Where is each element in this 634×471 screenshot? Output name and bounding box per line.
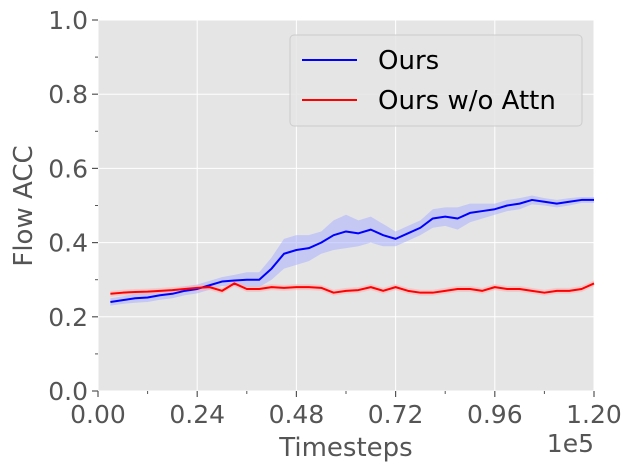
x-tick-label: 0.48: [269, 400, 325, 429]
x-tick-labels: 0.00 0.24 0.48 0.72 0.96 1.20: [70, 400, 622, 429]
x-tick-label: 1.20: [566, 400, 622, 429]
axis-ticks: [92, 19, 595, 397]
line-ours-w-o-attn: [110, 282, 595, 295]
x-tick-label: 0.72: [368, 400, 424, 429]
series-lines: [110, 198, 595, 303]
x-tick-label: 0.24: [169, 400, 225, 429]
legend-box: [289, 34, 583, 127]
y-tick-labels: 0.0 0.2 0.4 0.6 0.8 1.0: [48, 6, 88, 406]
x-tick-label: 0.00: [70, 400, 126, 429]
legend: Ours Ours w/o Attn: [289, 34, 583, 127]
x-offset-label: 1e5: [547, 429, 594, 458]
y-tick-label: 0.2: [48, 303, 88, 332]
band-ours: [110, 195, 595, 306]
legend-label-ours-wo-attn: Ours w/o Attn: [378, 86, 556, 116]
y-tick-label: 0.8: [48, 80, 88, 109]
legend-label-ours: Ours: [378, 46, 439, 76]
x-axis-label: Timesteps: [278, 433, 412, 463]
y-axis-label: Flow ACC: [9, 145, 39, 266]
line-ours: [110, 198, 594, 303]
y-tick-label: 1.0: [48, 6, 88, 35]
y-tick-label: 0.4: [48, 229, 88, 258]
y-tick-label: 0.0: [48, 377, 88, 406]
y-tick-label: 0.6: [48, 154, 88, 183]
x-tick-label: 0.96: [467, 400, 523, 429]
